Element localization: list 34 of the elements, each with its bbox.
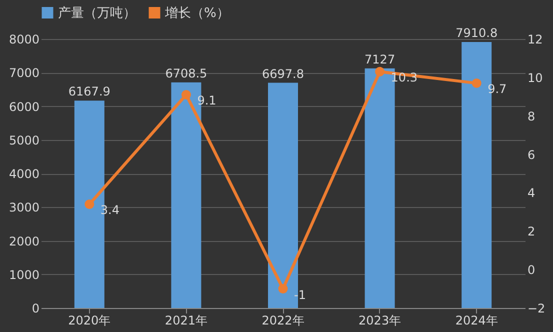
y-tick-label: 3000 xyxy=(8,200,40,215)
data-label: 6708.5 xyxy=(165,66,208,80)
y-tick-label: 4000 xyxy=(8,167,40,181)
y2-tick-label: −2 xyxy=(528,302,546,316)
y-tick-label: 6000 xyxy=(8,100,40,114)
x-tick-label: 2022年 xyxy=(262,314,304,328)
x-tick-label: 2023年 xyxy=(358,314,402,328)
y-tick-label: 1000 xyxy=(8,268,40,282)
y2-tick-label: 12 xyxy=(528,32,543,46)
y2-tick-label: 6 xyxy=(528,148,536,162)
point xyxy=(278,284,288,294)
point xyxy=(84,200,94,209)
data-label: 7127 xyxy=(364,52,396,66)
y-tick-label: 0 xyxy=(32,302,40,316)
data-label: 6167.9 xyxy=(68,84,110,99)
y2-tick-label: 10 xyxy=(528,70,543,85)
point xyxy=(181,90,191,100)
legend-label: 产量（万吨） xyxy=(58,6,136,21)
y-tick-label: 8000 xyxy=(8,32,40,46)
point xyxy=(472,78,482,88)
y2-tick-label: 0 xyxy=(528,263,536,278)
x-tick-label: 2020年 xyxy=(68,314,111,328)
y-tick-label: 5000 xyxy=(8,133,40,148)
y2-tick-label: 2 xyxy=(528,224,536,239)
x-tick-label: 2021年 xyxy=(164,314,208,328)
data-label: 7910.8 xyxy=(456,26,498,40)
data-label: 6697.8 xyxy=(262,66,304,81)
legend-label: 增长（%） xyxy=(164,6,230,21)
point xyxy=(375,66,385,76)
y-tick-label: 2000 xyxy=(8,234,40,248)
y-tick-label: 7000 xyxy=(8,66,40,80)
y2-tick-label: 4 xyxy=(528,186,536,200)
y2-tick-label: 8 xyxy=(528,109,536,124)
x-tick-label: 2024年 xyxy=(455,314,498,328)
